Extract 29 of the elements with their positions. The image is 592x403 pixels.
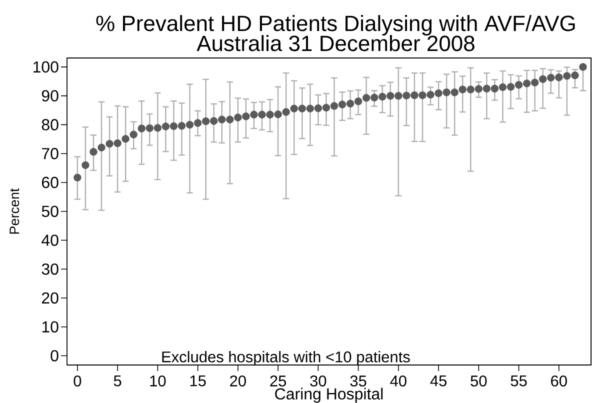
y-tick-label: 40 xyxy=(42,234,58,246)
y-tick-label: 100 xyxy=(34,61,58,73)
y-tick-label: 70 xyxy=(42,148,58,160)
chart-subtitle: Australia 31 December 2008 xyxy=(196,35,474,52)
x-tick-label: 55 xyxy=(510,376,527,386)
y-tick-label: 30 xyxy=(42,263,58,275)
chart-title: % Prevalent HD Patients Dialysing with AVF/AVG xyxy=(96,15,575,36)
y-axis-title: Percent xyxy=(10,188,20,234)
y-tick-label: 20 xyxy=(42,292,58,304)
y-tick-label: 0 xyxy=(50,350,58,362)
x-tick-label: 10 xyxy=(150,376,166,386)
x-tick-label: 5 xyxy=(114,376,122,386)
x-tick-label: 45 xyxy=(430,376,447,386)
x-tick-label: 25 xyxy=(270,376,286,386)
y-tick-label: 90 xyxy=(42,90,58,102)
x-tick-label: 15 xyxy=(190,376,206,386)
y-tick-label: 80 xyxy=(42,119,58,130)
x-tick-label: 50 xyxy=(470,376,487,386)
x-axis-title: Caring Hospital xyxy=(275,388,383,403)
y-tick-label: 60 xyxy=(42,176,58,188)
y-tick-label: 10 xyxy=(42,321,58,333)
x-tick-label: 60 xyxy=(551,376,567,386)
x-tick-label: 20 xyxy=(230,376,246,386)
x-tick-label: 30 xyxy=(310,376,326,386)
x-tick-label: 0 xyxy=(74,376,82,386)
x-tick-label: 35 xyxy=(350,376,366,386)
x-tick-label: 40 xyxy=(390,376,406,386)
annotation: Excludes hospitals with <10 patients xyxy=(162,351,410,366)
y-tick-label: 50 xyxy=(42,206,58,218)
